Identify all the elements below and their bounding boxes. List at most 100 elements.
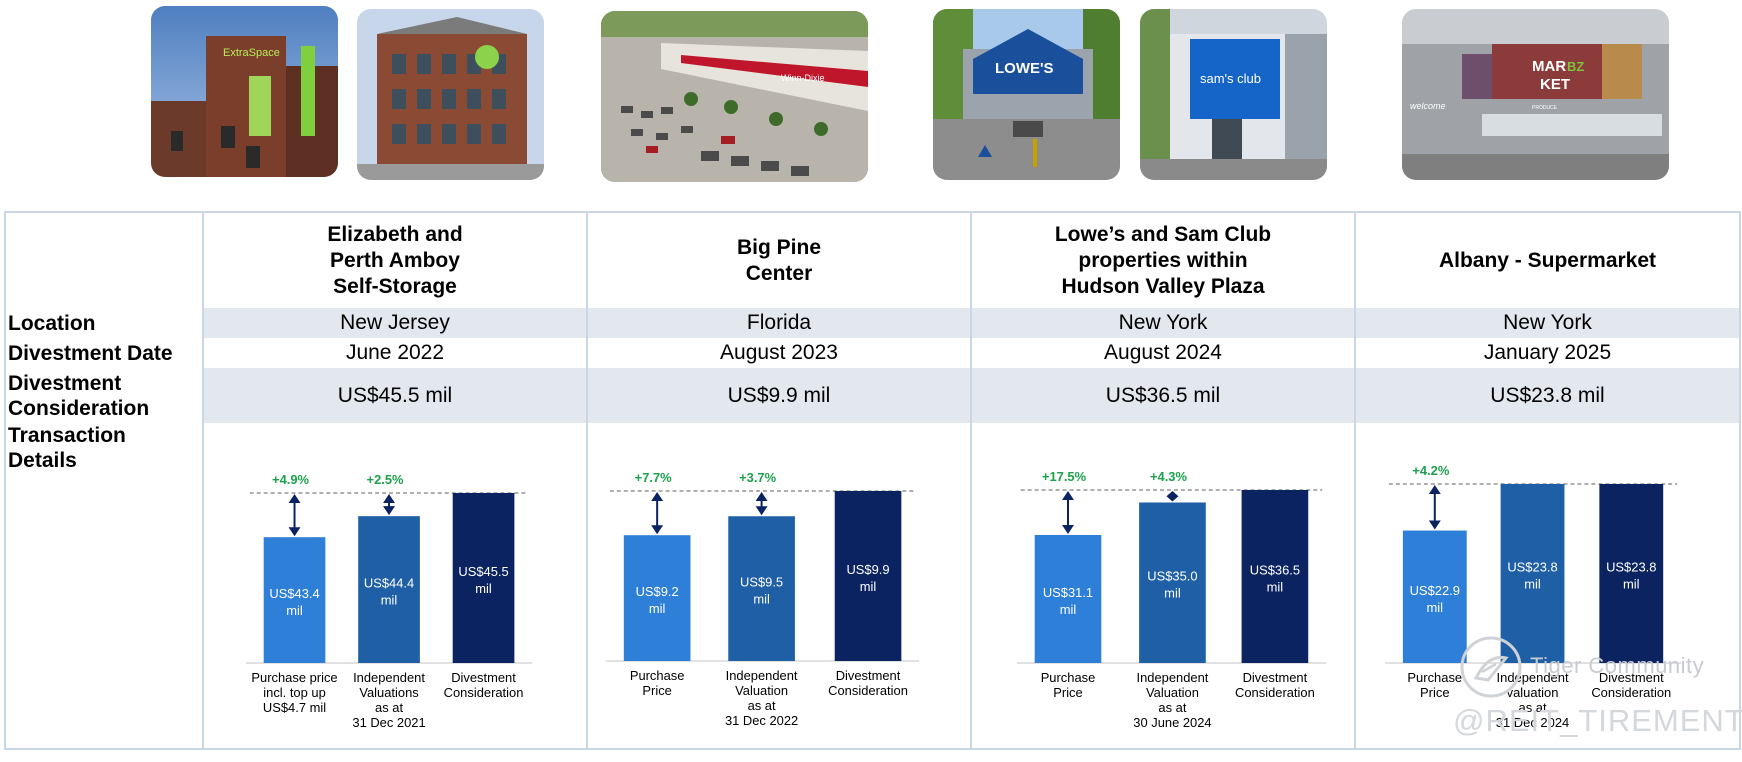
- bar-value-label: US$36.5 mil: [1250, 562, 1300, 594]
- property-name-line: Lowe’s and Sam Club: [1054, 222, 1272, 246]
- divestment-date-value: June 2022: [202, 338, 588, 368]
- uplift-arrow-head-down: [755, 506, 768, 516]
- transaction-details-label: Transaction Details: [4, 423, 204, 750]
- uplift-percent-label: +4.3%: [1150, 469, 1187, 484]
- label-line: Consideration: [8, 396, 150, 420]
- photo-big-pine-center: Winn-Dixie: [601, 11, 868, 182]
- uplift-arrow-head-down: [1062, 524, 1074, 534]
- header-property-1: Elizabeth and Perth Amboy Self-Storage: [202, 211, 588, 308]
- uplift-arrow-head-down: [651, 525, 664, 535]
- bar: [1599, 484, 1664, 663]
- bar-value-label: US$44.4 mil: [364, 576, 414, 608]
- bar-value-label: US$9.5 mil: [740, 575, 783, 607]
- bar-value-label: US$23.8 mil: [1606, 559, 1656, 591]
- uplift-percent-label: +3.7%: [739, 470, 776, 485]
- chart-svg: US$9.2 mil Purchase Price +7.7% US$9.5 mil Inde…: [605, 470, 920, 728]
- property-name-line: Hudson Valley Plaza: [1061, 274, 1265, 298]
- divestment-date-value: January 2025: [1354, 338, 1741, 368]
- chart-cell-1: US$43.4 mil Purchase price incl. top up US$4…: [202, 423, 588, 750]
- category-label: Purchase price incl. top up US$4.7 mil: [251, 670, 337, 715]
- category-label: Divestment Consideration: [444, 670, 524, 700]
- category-label: Divestment Consideration: [1235, 670, 1315, 700]
- bar: [452, 493, 515, 663]
- tiger-community-logo-icon: [1460, 636, 1522, 698]
- uplift-arrow-head-down: [288, 527, 301, 537]
- label-line: Divestment: [8, 371, 122, 395]
- uplift-arrow-icon: [1166, 491, 1179, 502]
- bar-value-label: US$23.8 mil: [1507, 559, 1557, 591]
- bar: [1500, 484, 1565, 663]
- category-label: Purchase Price: [1407, 670, 1462, 700]
- bar: [358, 516, 420, 663]
- location-value: Florida: [586, 308, 972, 338]
- bar-value-label: US$22.9 mil: [1410, 583, 1460, 615]
- property-name-line: Self-Storage: [333, 274, 457, 298]
- bar-value-label: US$31.1 mil: [1043, 585, 1093, 617]
- property-name-line: Elizabeth and: [327, 222, 463, 246]
- bar: [623, 535, 691, 661]
- uplift-arrow-head-up: [288, 494, 301, 503]
- bar-value-label: US$9.2 mil: [636, 584, 679, 616]
- svg-text:sam's club: sam's club: [1200, 71, 1261, 86]
- uplift-arrow-head-up: [1062, 491, 1074, 500]
- bar: [1139, 502, 1206, 663]
- location-value: New York: [970, 308, 1356, 338]
- svg-text:PRODUCE: PRODUCE: [1532, 105, 1558, 111]
- location-label: Location: [4, 308, 204, 338]
- svg-text:welcome: welcome: [1410, 101, 1446, 111]
- consideration-value: US$23.8 mil: [1354, 368, 1741, 423]
- uplift-percent-label: +2.5%: [367, 472, 404, 487]
- header-property-3: Lowe’s and Sam Club properties within Hu…: [970, 211, 1356, 308]
- divestment-consideration-row: Divestment Consideration US$45.5 mil US$…: [4, 368, 1741, 423]
- header-empty-cell: [4, 211, 204, 308]
- category-label: Divestment Consideration: [1591, 670, 1671, 700]
- uplift-percent-label: +4.9%: [272, 472, 309, 487]
- photo-perth-amboy-self-storage: [357, 9, 544, 180]
- category-label: Independent valuation as at 31 Dec 2024: [1496, 670, 1569, 730]
- bar: [1241, 490, 1309, 663]
- bar-value-label: US$43.4 mil: [269, 586, 319, 618]
- bar: [1402, 530, 1467, 663]
- location-value: New Jersey: [202, 308, 588, 338]
- category-label: Independent Valuation as at 30 June 2024: [1133, 670, 1211, 730]
- category-label: Independent Valuation as at 31 Dec 2022: [725, 668, 798, 728]
- svg-text:MAR: MAR: [1532, 58, 1566, 75]
- location-row: Location New Jersey Florida New York New…: [4, 308, 1741, 338]
- chart-cell-3: US$31.1 mil Purchase Price +17.5% US$35.0 mil I…: [970, 423, 1356, 750]
- transaction-chart-1: US$43.4 mil Purchase price incl. top up US$4…: [204, 423, 586, 748]
- bar-value-label: US$9.9 mil: [846, 562, 889, 594]
- property-name-line: Big Pine: [736, 235, 821, 259]
- chart-svg: US$31.1 mil Purchase Price +17.5% US$35.0 mil I…: [1016, 469, 1327, 730]
- chart-svg: US$22.9 mil Purchase Price +4.2% US$23.8 mil In…: [1384, 463, 1682, 730]
- label-line: Transaction: [8, 424, 126, 447]
- bar: [263, 537, 326, 663]
- uplift-arrow-head-up: [755, 492, 768, 501]
- property-name-line: Center: [745, 261, 813, 285]
- transaction-chart-2: US$9.2 mil Purchase Price +7.7% US$9.5 mil Inde…: [588, 423, 970, 748]
- location-value: New York: [1354, 308, 1741, 338]
- photo-elizabeth-self-storage: ExtraSpace: [151, 6, 338, 177]
- chart-cell-4: US$22.9 mil Purchase Price +4.2% US$23.8 mil In…: [1354, 423, 1741, 750]
- category-label: Independent Valuations as at 31 Dec 2021: [352, 670, 425, 730]
- header-row: Elizabeth and Perth Amboy Self-Storage B…: [4, 211, 1741, 308]
- uplift-percent-label: +17.5%: [1042, 469, 1087, 484]
- bar: [834, 491, 902, 661]
- svg-text:Winn-Dixie: Winn-Dixie: [781, 73, 825, 83]
- watermark-handle: @REIT_TIREMENT: [1453, 703, 1742, 738]
- divestment-date-row: Divestment Date June 2022 August 2023 Au…: [4, 338, 1741, 368]
- header-property-4: Albany - Supermarket: [1354, 211, 1741, 308]
- photo-albany-supermarket: MAR BZ KET welcome PRODUCE: [1402, 9, 1669, 180]
- property-name-line: Albany - Supermarket: [1438, 248, 1657, 272]
- property-name-line: properties within: [1078, 248, 1248, 272]
- transaction-chart-3: US$31.1 mil Purchase Price +17.5% US$35.0 mil I…: [972, 423, 1354, 748]
- svg-text:LOWE'S: LOWE'S: [995, 60, 1054, 77]
- category-label: Purchase Price: [630, 668, 685, 698]
- category-label: Purchase Price: [1041, 670, 1096, 700]
- svg-text:ExtraSpace: ExtraSpace: [223, 47, 280, 59]
- photo-lowes-hudson-valley: LOWE'S: [933, 9, 1120, 180]
- divestment-table: Elizabeth and Perth Amboy Self-Storage B…: [4, 211, 1741, 750]
- uplift-arrow-head-up: [651, 492, 664, 501]
- category-label: Divestment Consideration: [828, 668, 908, 698]
- divestment-date-value: August 2024: [970, 338, 1356, 368]
- uplift-arrow-head-up: [1428, 485, 1441, 494]
